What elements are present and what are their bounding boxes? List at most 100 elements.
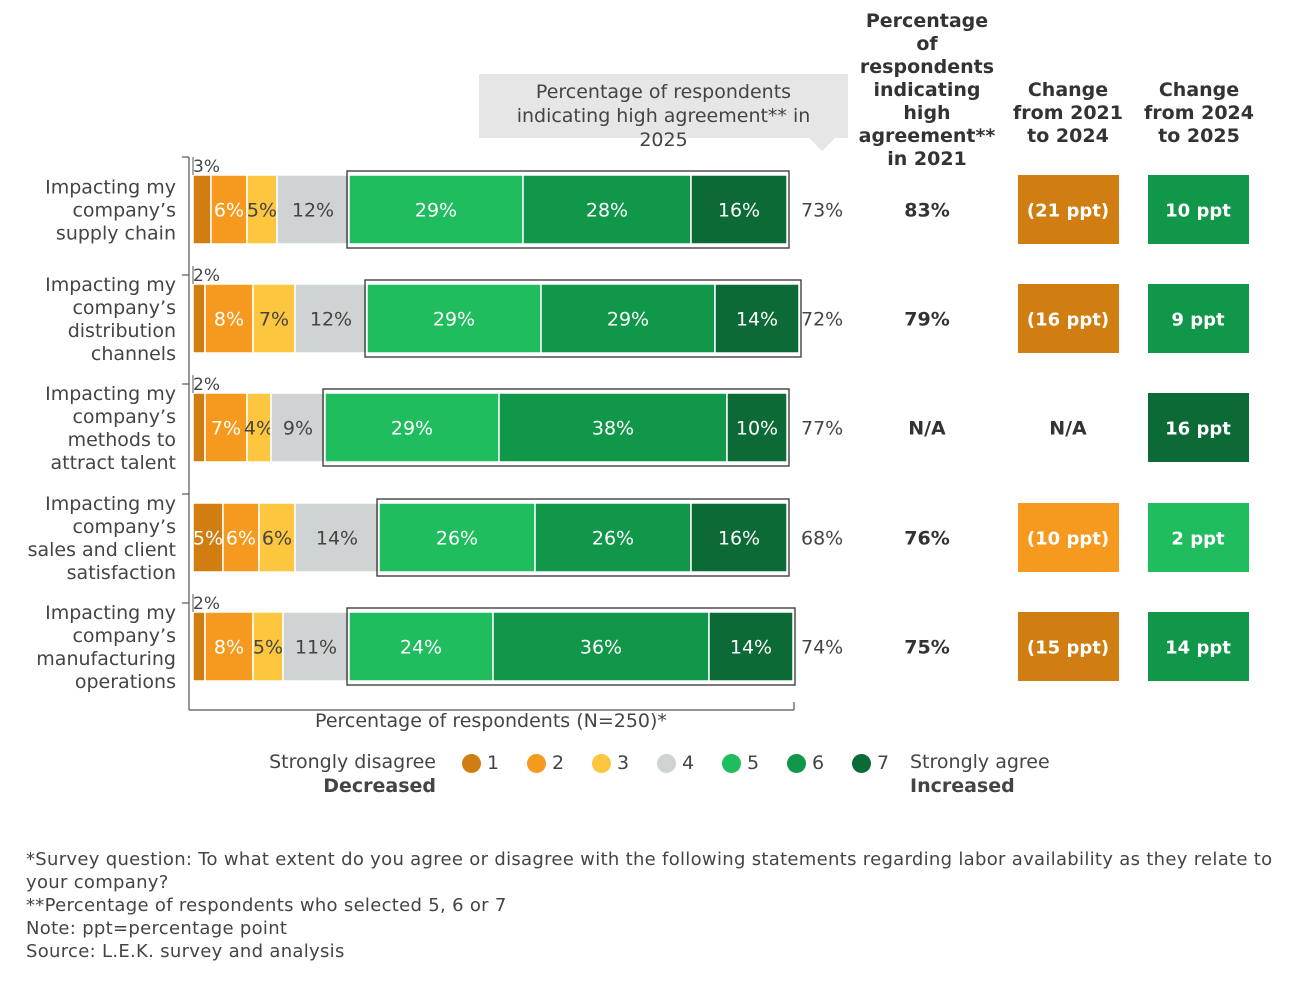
bar-segment-1 — [192, 392, 206, 463]
header-2021-agreement: Percentage of respondents indicating hig… — [858, 10, 996, 170]
data-label: 6% — [214, 200, 244, 222]
header-change-2024-2025: Change from 2024 to 2025 — [1144, 79, 1254, 147]
legend-item-6: 6 — [787, 752, 824, 774]
legend-strongly-agree: Strongly agree — [910, 751, 1050, 773]
data-label: 2% — [193, 266, 220, 286]
legend-label: 1 — [487, 752, 500, 774]
agreement-2025-value: 73% — [801, 200, 843, 222]
data-label: 14% — [736, 309, 778, 331]
bar-segment-1 — [192, 174, 212, 245]
category-label: manufacturing — [36, 648, 176, 670]
footnote-note: Note: ppt=percentage point — [26, 918, 288, 939]
high-agreement-bracket — [364, 279, 802, 358]
data-label: 29% — [607, 309, 649, 331]
legend-item-4: 4 — [657, 752, 694, 774]
change-2021-2024-value: (15 ppt) — [1027, 638, 1109, 659]
data-label: 8% — [214, 637, 244, 659]
category-label: satisfaction — [67, 562, 176, 584]
change-2024-2025-value: 9 ppt — [1171, 310, 1225, 331]
legend-left-label: Strongly disagree Decreased — [269, 750, 436, 798]
change-2021-2024-box — [1018, 612, 1119, 681]
change-2024-2025-box — [1148, 393, 1249, 462]
data-label: 11% — [295, 637, 337, 659]
bar-segment-2 — [204, 283, 254, 354]
legend-swatch — [592, 753, 611, 773]
change-2024-2025-box — [1148, 175, 1249, 244]
legend-label: 4 — [682, 752, 695, 774]
bar-segment-2 — [210, 174, 248, 245]
bar-segment-4 — [294, 283, 368, 354]
bar-segment-6 — [492, 611, 710, 682]
data-label: 36% — [580, 637, 622, 659]
bar-segment-3 — [246, 174, 278, 245]
change-2021-2024-value: (21 ppt) — [1027, 201, 1109, 222]
legend-swatch — [657, 753, 676, 773]
data-label: 14% — [316, 528, 358, 550]
high-agreement-bracket — [376, 498, 790, 577]
data-label: 14% — [730, 637, 772, 659]
legend-right-label: Strongly agree Increased — [910, 750, 1050, 798]
bar-segment-7 — [690, 502, 788, 573]
change-2024-2025-value: 16 ppt — [1165, 419, 1231, 440]
legend: Strongly disagree Decreased 1 2 3 4 5 6 7 Stro… — [0, 750, 1300, 810]
bar-segment-4 — [282, 611, 350, 682]
data-label: 2% — [193, 375, 220, 395]
legend-item-1: 1 — [462, 752, 499, 774]
legend-swatch — [527, 753, 546, 773]
category-label: company’s — [72, 200, 176, 222]
category-label: channels — [91, 343, 176, 365]
agreement-2021-value: 83% — [904, 200, 949, 222]
change-2024-2025-box — [1148, 503, 1249, 572]
legend-label: 3 — [617, 752, 630, 774]
data-label: 7% — [211, 418, 241, 440]
legend-decreased: Decreased — [323, 775, 436, 797]
data-label: 12% — [292, 200, 334, 222]
category-label: supply chain — [56, 223, 176, 245]
callout-text: Percentage of respondents indicating hig… — [516, 81, 811, 151]
footnote-high-agreement: **Percentage of respondents who selected… — [26, 895, 507, 916]
category-label: company’s — [72, 625, 176, 647]
data-label: 29% — [391, 418, 433, 440]
bar-segment-6 — [498, 392, 728, 463]
agreement-2025-value: 72% — [801, 309, 843, 331]
data-label: 4% — [244, 418, 274, 440]
category-label: company’s — [72, 516, 176, 538]
bar-segment-3 — [258, 502, 296, 573]
category-label: sales and client — [28, 539, 176, 561]
change-2021-2024-box — [1018, 284, 1119, 353]
bar-segment-5 — [348, 611, 494, 682]
bar-segment-7 — [726, 392, 788, 463]
footnote-source: Source: L.E.K. survey and analysis — [26, 941, 345, 962]
agreement-2025-value: 74% — [801, 637, 843, 659]
bar-segment-7 — [714, 283, 800, 354]
legend-increased: Increased — [910, 775, 1015, 797]
agreement-2025-value: 77% — [801, 418, 843, 440]
category-label: company’s — [72, 297, 176, 319]
agreement-2021-value: 75% — [904, 637, 949, 659]
change-2024-2025-box — [1148, 612, 1249, 681]
category-label: methods to — [68, 429, 176, 451]
bar-segment-1 — [192, 611, 206, 682]
legend-item-5: 5 — [722, 752, 759, 774]
bar-segment-6 — [522, 174, 692, 245]
category-label: attract talent — [51, 452, 177, 474]
change-2024-2025-box — [1148, 284, 1249, 353]
agreement-2021-value: 79% — [904, 309, 949, 331]
header-2025-agreement-callout: Percentage of respondents indicating hig… — [479, 74, 848, 151]
bar-segment-1 — [192, 283, 206, 354]
data-label: 6% — [226, 528, 256, 550]
data-label: 5% — [193, 528, 223, 550]
data-label: 7% — [259, 309, 289, 331]
bar-segment-4 — [294, 502, 380, 573]
data-label: 26% — [436, 528, 478, 550]
change-2021-2024-value: (10 ppt) — [1027, 529, 1109, 550]
bar-segment-5 — [378, 502, 536, 573]
legend-swatch — [722, 753, 741, 773]
agreement-2021-value: N/A — [908, 418, 946, 440]
category-label: operations — [75, 671, 176, 693]
change-2021-2024-box — [1018, 503, 1119, 572]
change-2024-2025-value: 14 ppt — [1165, 638, 1231, 659]
legend-item-7: 7 — [852, 752, 889, 774]
bar-segment-2 — [204, 392, 248, 463]
change-2021-2024-value: (16 ppt) — [1027, 310, 1109, 331]
